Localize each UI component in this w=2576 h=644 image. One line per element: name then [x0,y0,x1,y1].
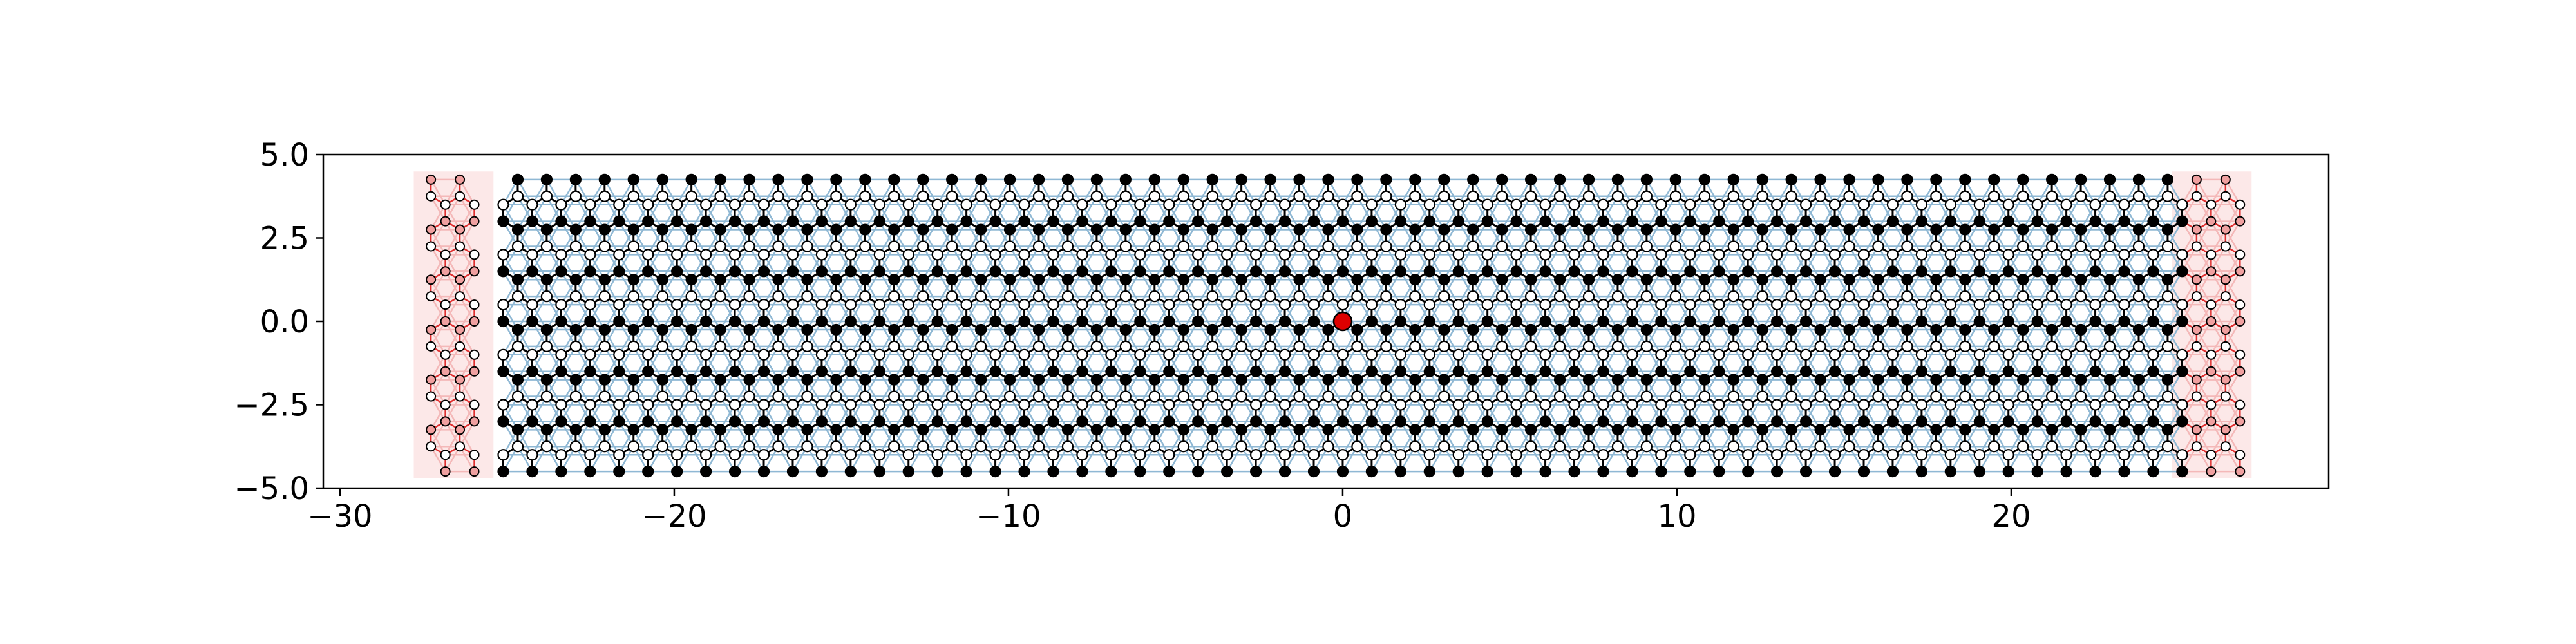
plot-area [413,171,2252,478]
